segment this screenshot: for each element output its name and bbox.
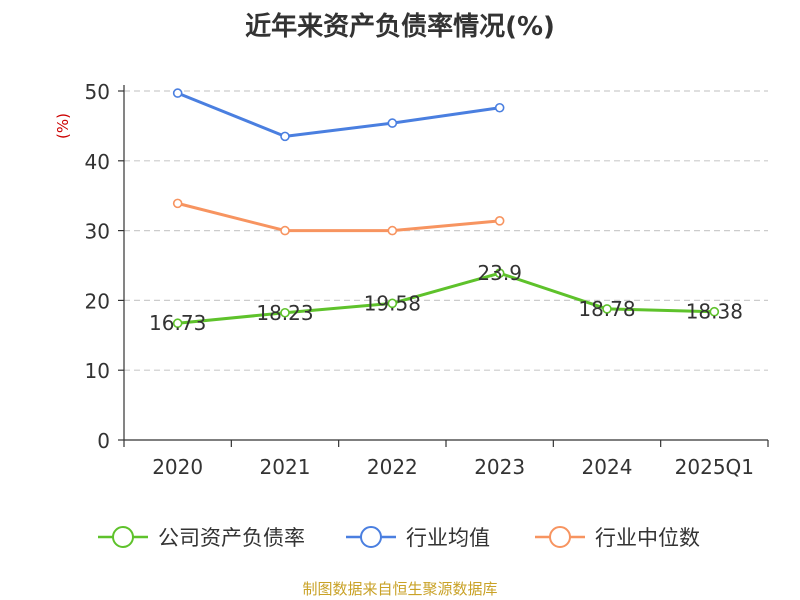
data-label: 19.58 [364, 291, 421, 315]
chart-title: 近年来资产负债率情况(%) [245, 12, 555, 42]
data-label: 18.23 [256, 301, 313, 325]
legend-label: 行业均值 [406, 526, 490, 550]
data-label: 18.78 [578, 297, 635, 321]
data-point [709, 306, 720, 317]
y-tick-label: 40 [85, 150, 110, 174]
data-point [172, 318, 183, 329]
series-line [177, 271, 715, 325]
x-tick-label: 2025Q1 [675, 455, 754, 479]
data-point [280, 131, 290, 142]
data-point [280, 225, 290, 236]
y-tick-label: 30 [85, 220, 110, 244]
data-point [387, 118, 398, 128]
y-tick-label: 10 [85, 359, 110, 383]
legend-label: 行业中位数 [595, 526, 700, 550]
legend-marker [549, 526, 571, 548]
data-point [172, 198, 183, 209]
data-point [280, 307, 290, 318]
y-axis-label: (%) [54, 113, 72, 139]
data-point [172, 88, 183, 98]
data-point [494, 268, 505, 278]
data-point [387, 225, 398, 236]
x-tick-label: 2024 [582, 455, 633, 479]
data-point [494, 102, 505, 113]
data-label: 18.38 [686, 300, 743, 324]
data-point [387, 298, 398, 309]
data-label: 16.73 [149, 311, 206, 335]
data-point [602, 304, 612, 314]
y-tick-label: 0 [97, 429, 110, 453]
series-line [177, 201, 500, 233]
x-tick-label: 2023 [474, 455, 525, 479]
legend-label: 公司资产负债率 [158, 526, 305, 550]
y-tick-label: 50 [85, 80, 110, 104]
data-point [494, 216, 505, 226]
x-tick-label: 2021 [260, 455, 311, 479]
series-line [177, 91, 500, 138]
data-label: 23.9 [477, 261, 522, 285]
x-tick-label: 2020 [152, 455, 203, 479]
legend-marker [112, 526, 134, 548]
source-note: 制图数据来自恒生聚源数据库 [302, 580, 498, 598]
x-tick-label: 2022 [367, 455, 418, 479]
y-tick-label: 20 [85, 289, 110, 313]
legend-marker [360, 526, 382, 548]
